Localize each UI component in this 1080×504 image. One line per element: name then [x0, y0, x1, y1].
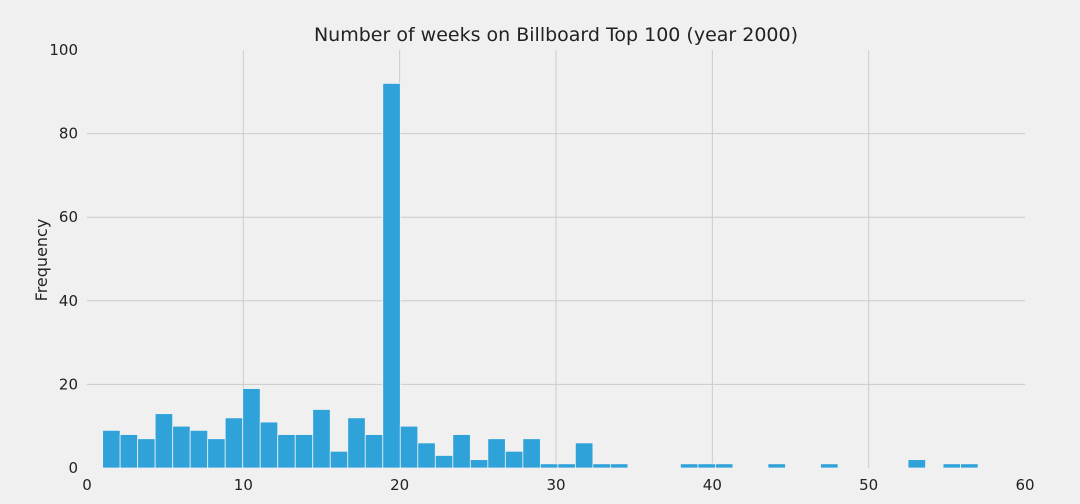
histogram-bar	[680, 463, 699, 469]
histogram-bar	[907, 459, 926, 469]
histogram-bar	[942, 463, 961, 469]
histogram-bar	[539, 463, 559, 469]
chart-title: Number of weeks on Billboard Top 100 (ye…	[314, 24, 798, 46]
histogram-bar	[434, 455, 454, 469]
histogram-bars	[102, 83, 979, 469]
histogram-bar	[592, 463, 611, 469]
x-tick-label: 10	[234, 476, 253, 494]
histogram-bar	[137, 438, 156, 469]
x-tick-label: 20	[390, 476, 409, 494]
histogram-bar	[417, 442, 436, 469]
histogram-bar	[557, 463, 576, 469]
histogram-bar	[329, 450, 349, 469]
histogram-bar	[207, 438, 226, 469]
y-axis-label: Frequency	[32, 219, 51, 302]
histogram-bar	[102, 429, 121, 469]
histogram-bar	[610, 463, 629, 469]
histogram-bar	[172, 425, 191, 469]
histogram-bar	[382, 83, 401, 469]
histogram-bar	[715, 463, 734, 469]
histogram-bar	[347, 417, 366, 469]
y-tick-label: 40	[59, 292, 78, 310]
histogram-bar	[487, 438, 506, 469]
x-tick-label: 50	[859, 476, 878, 494]
histogram-bar	[452, 434, 471, 469]
x-tick-label: 30	[546, 476, 565, 494]
y-tick-label: 60	[59, 208, 78, 226]
histogram-bar	[364, 434, 384, 469]
histogram-bar	[312, 409, 331, 469]
histogram-bar	[574, 442, 594, 469]
histogram-bar	[820, 463, 839, 469]
y-tick-label: 100	[49, 41, 78, 59]
histogram-bar	[277, 434, 296, 469]
histogram-bar	[294, 434, 314, 469]
histogram-bar	[189, 429, 209, 469]
histogram-bar	[259, 421, 279, 469]
histogram-bar	[154, 413, 174, 469]
histogram-bar	[469, 459, 489, 469]
x-tick-label: 40	[703, 476, 722, 494]
y-tick-label: 80	[59, 125, 78, 143]
y-tick-label: 0	[68, 459, 78, 477]
histogram-bar	[224, 417, 244, 469]
x-tick-label: 0	[82, 476, 92, 494]
histogram-bar	[242, 388, 261, 469]
x-axis-ticks: 0 10 20 30 40 50 60	[82, 476, 1034, 494]
histogram-bar	[399, 425, 419, 469]
histogram-bar	[522, 438, 541, 469]
histogram-bar	[119, 434, 139, 469]
y-axis-ticks: 0 20 40 60 80 100	[49, 41, 78, 477]
x-tick-label: 60	[1015, 476, 1034, 494]
histogram-bar	[697, 463, 716, 469]
histogram-bar	[960, 463, 979, 469]
y-tick-label: 20	[59, 375, 78, 393]
histogram-bar	[767, 463, 786, 469]
histogram-bar	[504, 450, 524, 469]
